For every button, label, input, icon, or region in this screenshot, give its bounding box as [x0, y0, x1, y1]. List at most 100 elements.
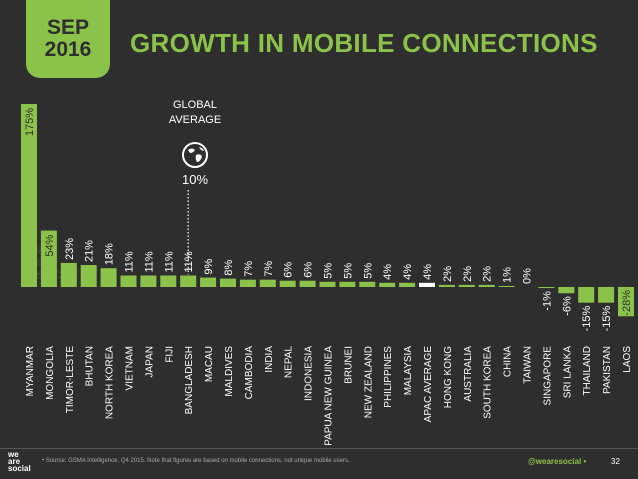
- bar-value-label: 4%: [382, 264, 394, 280]
- bar-value-label: 21%: [84, 240, 96, 262]
- global-average-value: 10%: [181, 172, 209, 187]
- category-label: SRI LANKA: [562, 346, 573, 399]
- bar-value-label: 5%: [362, 263, 374, 279]
- bar: [140, 275, 157, 287]
- global-average-label-line1: GLOBAL: [172, 99, 218, 111]
- bar-value-label: 2%: [462, 266, 474, 282]
- category-label: PHILIPPINES: [383, 346, 394, 408]
- category-label: JAPAN: [144, 346, 155, 378]
- bar-value-label: 4%: [402, 264, 414, 280]
- bar: [438, 284, 455, 287]
- page-title: GROWTH IN MOBILE CONNECTIONS: [130, 28, 598, 58]
- bar: [239, 279, 256, 287]
- bar-value-label: 5%: [323, 263, 335, 279]
- bar-value-label: 5%: [342, 263, 354, 279]
- bar: [538, 287, 555, 289]
- category-label: BRUNEI: [343, 346, 354, 384]
- bar: [618, 287, 634, 317]
- bar: [498, 285, 515, 287]
- bar-value-label: 2%: [482, 266, 494, 282]
- category-label: NORTH KOREA: [105, 346, 116, 419]
- date-badge: SEP 2016: [26, 0, 110, 78]
- logo-word: social: [8, 464, 31, 473]
- category-label: MONGOLIA: [45, 346, 56, 400]
- category-label: SINGAPORE: [542, 346, 553, 406]
- bar-value-label: 11%: [163, 251, 175, 272]
- bar-value-label: 6%: [303, 262, 315, 278]
- bar-value-label: 6%: [283, 262, 295, 278]
- bar-chart: 175% MYANMAR 54% MONGOLIA 23% TIMOR-LESTE 21% B…: [21, 104, 634, 446]
- social-handle: @wearesocial •: [528, 457, 587, 466]
- bar-value-label: 7%: [263, 261, 275, 277]
- bar: [419, 282, 435, 287]
- bar-value-label: -15%: [581, 305, 593, 331]
- category-label: HONG KONG: [443, 346, 454, 408]
- bar: [319, 281, 336, 287]
- category-label: INDIA: [264, 346, 275, 373]
- source-note: • Source: GSMA Intelligence, Q4 2015. No…: [42, 458, 350, 464]
- category-label: MACAU: [204, 346, 215, 382]
- category-label: LAOS: [622, 346, 633, 373]
- bar-value-label: 7%: [243, 261, 255, 277]
- logo-word: we: [8, 450, 19, 459]
- bar: [279, 280, 296, 287]
- bar-value-label: -28%: [621, 290, 633, 316]
- page-number: 32: [611, 457, 620, 466]
- category-label: TAIWAN: [523, 346, 534, 384]
- bar: [40, 230, 57, 287]
- bar: [220, 278, 236, 287]
- bar: [379, 282, 396, 287]
- bar-value-label: 1%: [502, 267, 514, 283]
- category-label: APAC AVERAGE: [423, 346, 434, 423]
- category-label: TIMOR-LESTE: [65, 346, 76, 414]
- category-label: PAKISTAN: [602, 346, 613, 394]
- bar: [60, 262, 77, 287]
- logo-word: are: [8, 457, 21, 466]
- bar-value-label: -6%: [561, 296, 573, 316]
- bar: [359, 281, 376, 287]
- bar-value-label: 175%: [24, 108, 36, 136]
- bar: [598, 287, 615, 303]
- bar: [578, 287, 595, 303]
- category-label: BANGLADESH: [184, 346, 195, 414]
- globe-icon: [182, 142, 208, 168]
- bar-value-label: 0%: [522, 268, 534, 284]
- we-are-social-logo: we are social: [8, 450, 31, 473]
- bar-value-label: -1%: [541, 291, 553, 311]
- badge-month: SEP: [46, 16, 90, 39]
- category-label: BHUTAN: [85, 346, 96, 386]
- bar-value-label: 18%: [104, 243, 116, 265]
- category-label: MYANMAR: [25, 346, 36, 396]
- category-label: AUSTRALIA: [463, 346, 474, 402]
- bar: [80, 265, 97, 287]
- bar: [200, 277, 217, 287]
- category-label: NEW ZEALAND: [363, 346, 374, 418]
- category-label: FIJI: [164, 346, 175, 363]
- bar-value-label: 11%: [124, 251, 136, 272]
- bar: [180, 275, 197, 287]
- bar: [299, 280, 316, 287]
- bar: [259, 279, 276, 287]
- bar: [399, 282, 416, 287]
- bar: [458, 284, 475, 287]
- category-label: CHINA: [503, 346, 514, 377]
- bar: [100, 268, 117, 287]
- global-average-label: GLOBAL AVERAGE: [150, 98, 240, 128]
- bar: [160, 275, 177, 287]
- category-label: INDONESIA: [304, 346, 315, 401]
- category-label: VIETNAM: [125, 346, 136, 390]
- bar-value-label: 4%: [422, 264, 434, 280]
- bar-value-label: 54%: [44, 234, 56, 256]
- bar-value-label: 8%: [223, 260, 235, 276]
- bar-value-label: 11%: [143, 251, 155, 272]
- bar-value-label: 23%: [64, 238, 76, 260]
- bar-value-label: -15%: [601, 305, 613, 331]
- bar: [558, 287, 575, 294]
- category-label: SOUTH KOREA: [483, 346, 494, 419]
- bar-value-label: 11%: [183, 251, 195, 272]
- bar-value-label: 2%: [442, 266, 454, 282]
- bar-value-label: 9%: [203, 258, 215, 274]
- global-average-label-line2: AVERAGE: [168, 114, 222, 126]
- bar: [339, 281, 356, 287]
- footer-divider: [0, 448, 638, 449]
